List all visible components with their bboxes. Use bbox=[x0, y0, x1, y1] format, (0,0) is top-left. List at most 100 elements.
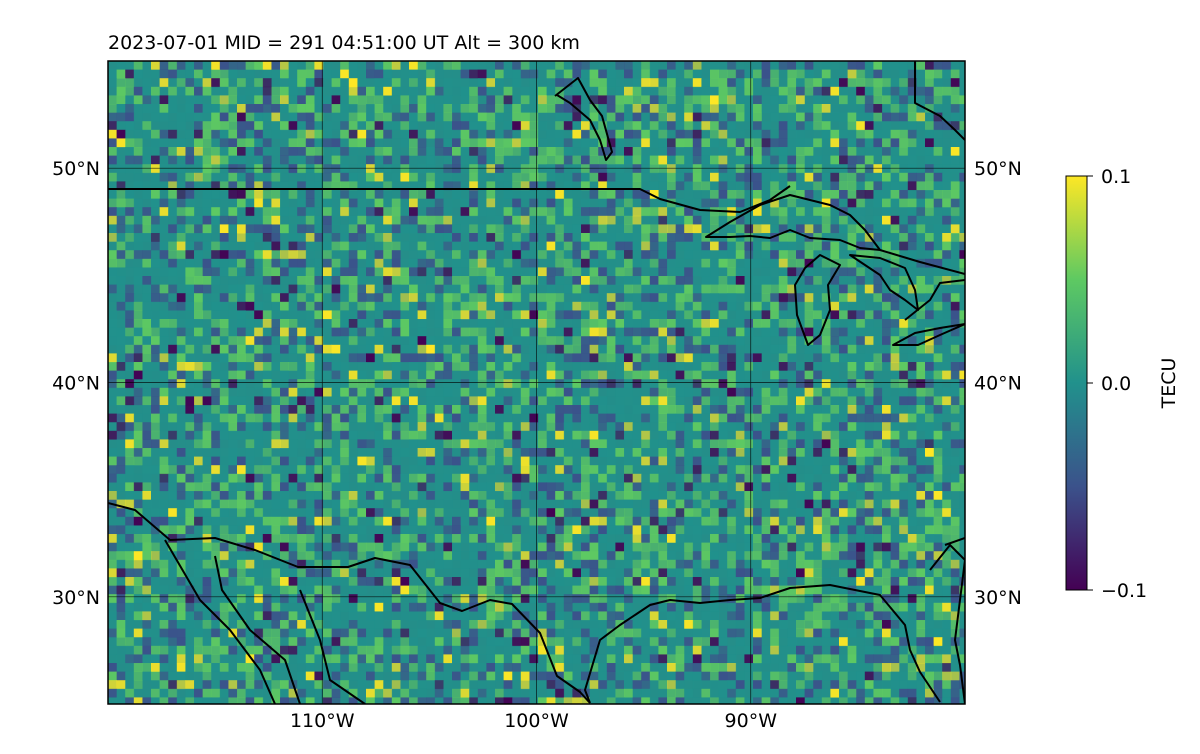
tec-cell bbox=[262, 233, 272, 242]
tec-cell bbox=[452, 327, 461, 337]
tec-cell bbox=[460, 422, 470, 432]
tec-cell bbox=[735, 387, 745, 397]
tec-cell bbox=[477, 336, 487, 346]
tec-cell bbox=[933, 456, 943, 466]
tec-cell bbox=[305, 121, 315, 131]
tec-cell bbox=[219, 456, 229, 466]
tec-cell bbox=[443, 129, 453, 139]
tec-cell bbox=[434, 267, 444, 277]
tec-cell bbox=[159, 181, 169, 191]
tec-cell bbox=[839, 250, 848, 260]
tec-cell bbox=[770, 129, 780, 139]
tec-cell bbox=[581, 241, 590, 251]
tec-cell bbox=[959, 284, 965, 294]
tec-cell bbox=[168, 241, 178, 251]
tec-cell bbox=[916, 456, 926, 466]
tec-cell bbox=[434, 430, 444, 440]
tec-cell bbox=[572, 69, 582, 79]
tec-cell bbox=[864, 473, 874, 483]
tec-cell bbox=[340, 344, 350, 354]
tec-cell bbox=[426, 172, 436, 182]
tec-cell bbox=[469, 164, 479, 174]
tec-cell bbox=[615, 155, 625, 165]
tec-cell bbox=[950, 215, 960, 225]
tec-cell bbox=[443, 233, 453, 242]
tec-cell bbox=[271, 396, 281, 406]
tec-cell bbox=[176, 353, 186, 363]
tec-cell bbox=[254, 284, 264, 294]
tec-cell bbox=[907, 95, 917, 105]
tec-cell bbox=[796, 387, 805, 397]
tec-cell bbox=[710, 129, 719, 139]
tec-cell bbox=[374, 387, 384, 397]
tec-cell bbox=[237, 172, 246, 182]
tec-cell bbox=[434, 198, 444, 208]
tec-cell bbox=[735, 78, 745, 88]
tec-cell bbox=[202, 422, 212, 432]
tec-cell bbox=[297, 482, 307, 492]
tec-cell bbox=[151, 439, 160, 449]
tec-cell bbox=[589, 396, 599, 406]
tec-cell bbox=[658, 267, 668, 277]
tec-cell bbox=[288, 293, 298, 303]
tec-cell bbox=[495, 267, 504, 277]
tec-cell bbox=[658, 456, 668, 466]
tec-cell bbox=[520, 198, 530, 208]
tec-cell bbox=[615, 129, 625, 139]
tec-cell bbox=[873, 387, 883, 397]
tec-cell bbox=[297, 327, 307, 337]
tec-cell bbox=[942, 155, 952, 165]
tec-cell bbox=[159, 250, 169, 260]
tec-cell bbox=[727, 473, 737, 483]
tec-cell bbox=[882, 164, 891, 174]
tec-cell bbox=[632, 95, 642, 105]
tec-cell bbox=[151, 190, 160, 199]
tec-cell bbox=[194, 69, 203, 79]
tec-cell bbox=[185, 61, 195, 70]
tec-cell bbox=[495, 276, 504, 285]
tec-cell bbox=[262, 448, 272, 457]
tec-cell bbox=[649, 69, 659, 79]
tec-cell bbox=[374, 164, 384, 174]
tec-cell bbox=[856, 155, 866, 165]
tec-cell bbox=[297, 413, 307, 423]
tec-cell bbox=[744, 405, 754, 414]
tec-cell bbox=[598, 190, 608, 199]
tec-cell bbox=[546, 310, 556, 320]
tec-cell bbox=[452, 198, 461, 208]
tec-cell bbox=[288, 319, 298, 328]
tec-cell bbox=[624, 405, 633, 414]
tec-cell bbox=[133, 86, 143, 96]
tec-cell bbox=[942, 104, 952, 113]
tec-cell bbox=[658, 319, 668, 328]
tec-cell bbox=[434, 164, 444, 174]
tec-cell bbox=[125, 207, 135, 217]
tec-cell bbox=[864, 387, 874, 397]
tec-cell bbox=[641, 267, 651, 277]
tec-cell bbox=[658, 276, 668, 285]
tec-cell bbox=[925, 284, 934, 294]
tec-cell bbox=[512, 112, 522, 122]
tec-cell bbox=[942, 207, 952, 217]
tec-cell bbox=[151, 112, 160, 122]
tec-cell bbox=[469, 78, 479, 88]
tec-cell bbox=[933, 396, 943, 406]
tec-cell bbox=[563, 284, 573, 294]
tec-cell bbox=[417, 293, 427, 303]
tec-cell bbox=[692, 112, 702, 122]
tec-cell bbox=[434, 310, 444, 320]
tec-cell bbox=[581, 233, 590, 242]
tec-cell bbox=[907, 430, 917, 440]
tec-cell bbox=[280, 344, 289, 354]
tec-cell bbox=[959, 233, 965, 242]
tec-cell bbox=[899, 164, 909, 174]
tec-cell bbox=[744, 241, 754, 251]
tec-cell bbox=[125, 448, 135, 457]
tec-cell bbox=[727, 112, 737, 122]
tec-cell bbox=[675, 86, 685, 96]
tec-cell bbox=[744, 456, 754, 466]
tec-cell bbox=[409, 284, 418, 294]
tec-cell bbox=[856, 198, 866, 208]
tec-cell bbox=[864, 284, 874, 294]
tec-cell bbox=[804, 190, 814, 199]
